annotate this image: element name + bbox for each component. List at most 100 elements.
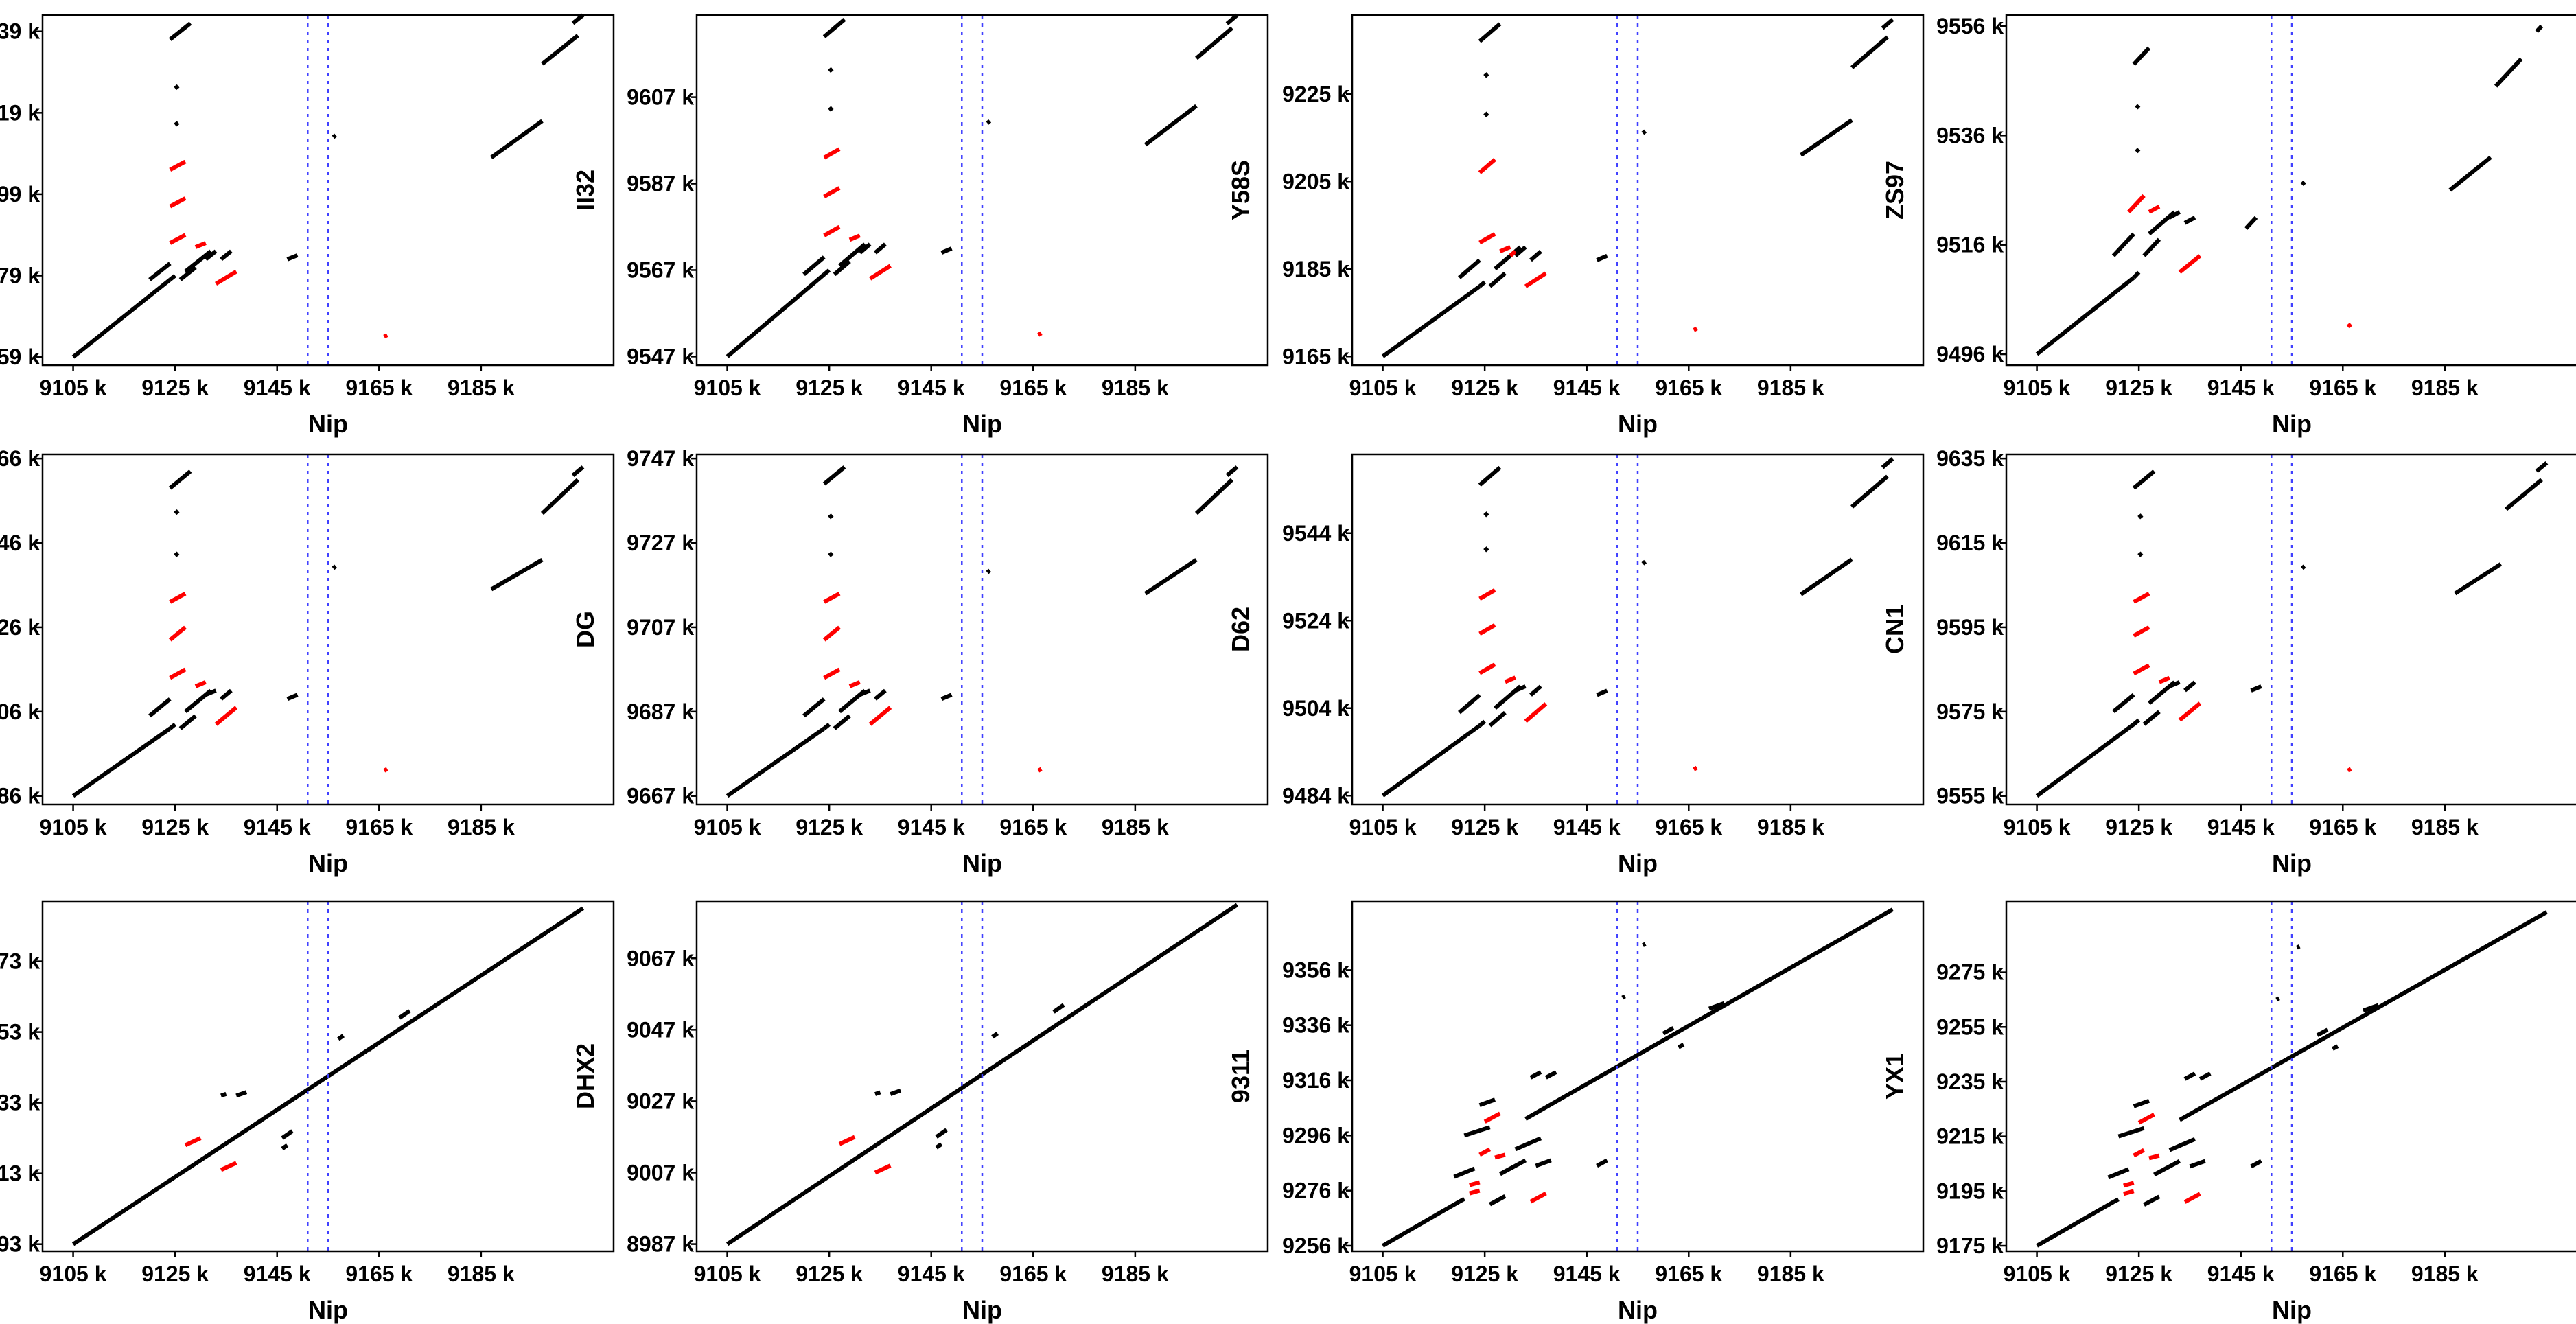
inverted-alignment-segment xyxy=(1469,1188,1481,1196)
alignment-segment xyxy=(2179,910,2548,1122)
alignment-segment xyxy=(874,242,887,255)
y-tick-label: 9067 k xyxy=(627,946,694,971)
alignment-segment xyxy=(1458,693,1481,715)
inverted-alignment-segment xyxy=(1478,1147,1491,1157)
alignment-segment xyxy=(281,1143,289,1151)
plot-frame xyxy=(41,453,615,806)
alignment-segment xyxy=(178,714,197,730)
alignment-segment xyxy=(828,67,834,73)
inverted-alignment-segment xyxy=(1037,331,1043,337)
alignment-segment xyxy=(2494,57,2523,88)
alignment-segment xyxy=(1489,1194,1507,1207)
x-tick-label: 9165 k xyxy=(345,815,413,839)
alignment-segment xyxy=(2535,461,2549,473)
alignment-segment xyxy=(2143,1194,2161,1207)
y-axis-title: Y58S xyxy=(1227,160,1255,220)
alignment-segment xyxy=(2036,1200,2115,1248)
inverted-alignment-segment xyxy=(169,592,187,604)
alignment-segment xyxy=(540,478,580,515)
dotplot-panel-II32: 9105 k 9125 k 9145 k 9165 k 9185 k 9547 k 9567… xyxy=(571,13,1269,438)
y-tick-label: 9484 k xyxy=(1282,783,1349,808)
alignment-segment xyxy=(1881,18,1894,30)
alignment-segment xyxy=(2135,104,2141,110)
alignment-segment xyxy=(1478,1097,1496,1107)
inverted-alignment-segment xyxy=(1478,232,1496,245)
y-tick-label: 9727 k xyxy=(627,531,694,555)
y-tick-label: 9496 k xyxy=(1936,342,2004,367)
y-tick-label: 9526 k xyxy=(0,615,40,640)
alignment-segment xyxy=(1641,129,1647,135)
alignment-segment xyxy=(2035,276,2135,356)
alignment-segment xyxy=(2535,24,2544,33)
alignment-segment xyxy=(833,714,851,730)
x-tick-label: 9105 k xyxy=(40,375,107,400)
plot-frame xyxy=(1351,900,1925,1253)
x-tick-label: 9125 k xyxy=(796,815,863,839)
inverted-alignment-segment xyxy=(184,1136,202,1148)
inverted-alignment-segment xyxy=(2347,767,2352,773)
x-tick-label: 9125 k xyxy=(2105,1262,2172,1286)
alignment-segment xyxy=(168,469,192,490)
inverted-alignment-segment xyxy=(823,186,841,199)
y-tick-label: 9595 k xyxy=(1936,615,2004,640)
y-tick-label: 9336 k xyxy=(1282,1013,1349,1038)
y-tick-label: 9195 k xyxy=(1936,1178,2004,1203)
plot-frame xyxy=(695,900,1269,1253)
alignment-segment xyxy=(204,249,218,262)
x-tick-label: 9105 k xyxy=(40,1262,107,1286)
y-tick-label: 9027 k xyxy=(627,1089,694,1113)
y-tick-label: 9276 k xyxy=(1282,1178,1349,1203)
inverted-alignment-segment xyxy=(2133,663,2150,676)
inverted-alignment-segment xyxy=(194,680,207,688)
x-axis-title: Nip xyxy=(308,849,348,877)
x-tick-label: 9145 k xyxy=(2207,1262,2275,1286)
y-tick-label: 9133 k xyxy=(0,1091,40,1115)
inverted-alignment-segment xyxy=(1478,588,1496,601)
alignment-segment xyxy=(1052,1003,1065,1014)
inverted-alignment-segment xyxy=(848,680,861,688)
alignment-segment xyxy=(2153,1159,2181,1177)
alignment-segment xyxy=(2189,1159,2206,1169)
x-tick-label: 9145 k xyxy=(1553,815,1621,839)
x-tick-label: 9185 k xyxy=(1102,375,1169,400)
inverted-alignment-segment xyxy=(2346,322,2353,329)
alignment-segment xyxy=(1642,942,1647,947)
dotplot-panel-Y58S: 9105 k 9125 k 9145 k 9165 k 9185 k 9165 k 9185… xyxy=(1227,14,1925,438)
inverted-alignment-segment xyxy=(2178,701,2202,722)
x-axis-title: Nip xyxy=(1618,1296,1658,1324)
inverted-alignment-segment xyxy=(2148,1153,2160,1161)
alignment-segment xyxy=(1478,465,1502,487)
x-tick-label: 9145 k xyxy=(898,815,965,839)
alignment-segment xyxy=(398,1009,411,1020)
inverted-alignment-segment xyxy=(220,1161,237,1172)
alignment-segment xyxy=(1513,245,1527,257)
dotplot-panel-D62: 9105 k 9125 k 9145 k 9165 k 9185 k 9484 k 9504… xyxy=(1227,453,1925,877)
inverted-alignment-segment xyxy=(1483,1111,1501,1124)
alignment-segment xyxy=(174,121,180,127)
alignment-segment xyxy=(2117,1126,2145,1139)
alignment-segment xyxy=(822,722,831,730)
alignment-segment xyxy=(1596,253,1608,262)
alignment-segment xyxy=(148,697,172,718)
alignment-segment xyxy=(1524,907,1894,1121)
alignment-segment xyxy=(1483,511,1489,518)
x-axis-title: Nip xyxy=(2272,410,2312,438)
plot-frame xyxy=(1351,453,1925,806)
y-tick-label: 9113 k xyxy=(0,1161,40,1186)
x-tick-label: 9165 k xyxy=(999,375,1067,400)
alignment-segment xyxy=(822,18,846,38)
y-tick-label: 9667 k xyxy=(627,784,694,809)
alignment-segment xyxy=(1144,558,1198,596)
plot-frame xyxy=(1351,14,1925,367)
alignment-segment xyxy=(2035,722,2135,798)
alignment-segment xyxy=(1641,559,1647,566)
y-tick-label: 9486 k xyxy=(0,784,40,809)
alignment-segment xyxy=(2448,155,2492,192)
inverted-alignment-segment xyxy=(823,224,841,237)
y-tick-label: 9175 k xyxy=(1936,1233,2004,1258)
alignment-segment xyxy=(2168,680,2181,688)
alignment-segment xyxy=(1478,280,1487,288)
x-tick-label: 9165 k xyxy=(2309,1262,2376,1286)
inverted-alignment-segment xyxy=(2137,1113,2155,1125)
y-tick-label: 9567 k xyxy=(627,257,694,282)
